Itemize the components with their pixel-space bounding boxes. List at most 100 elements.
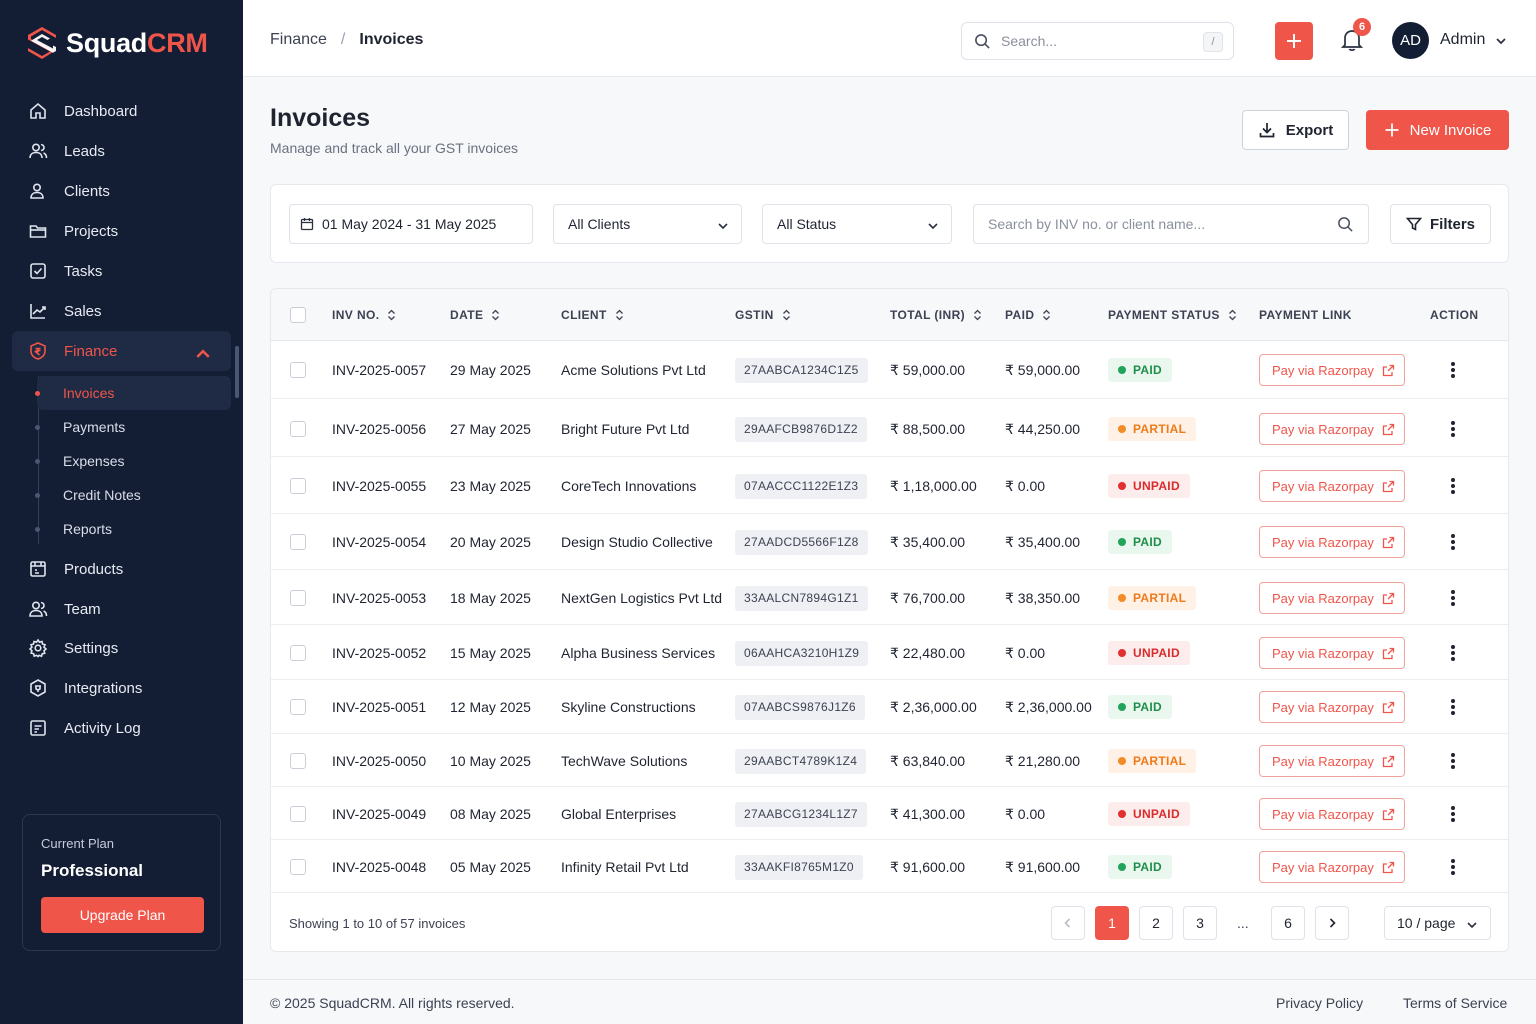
sidebar-subitem-credit-notes[interactable]: Credit Notes [35, 478, 231, 512]
notifications-button[interactable]: 6 [1341, 18, 1371, 54]
upgrade-plan-button[interactable]: Upgrade Plan [41, 897, 204, 933]
more-actions-icon[interactable] [1446, 751, 1460, 771]
column-date[interactable]: DATE [450, 308, 500, 322]
invoice-number[interactable]: INV-2025-0050 [332, 753, 427, 769]
row-checkbox[interactable] [290, 590, 306, 606]
invoice-number[interactable]: INV-2025-0057 [332, 362, 427, 378]
page-button-2[interactable]: 2 [1139, 906, 1173, 940]
sidebar-item-activity-log[interactable]: Activity Log [12, 708, 231, 748]
column-total[interactable]: TOTAL (INR) [890, 308, 982, 322]
invoice-number[interactable]: INV-2025-0053 [332, 590, 427, 606]
sidebar-item-team[interactable]: Team [12, 589, 231, 629]
filters-button[interactable]: Filters [1390, 204, 1491, 244]
sidebar-item-integrations[interactable]: Integrations [12, 668, 231, 708]
sidebar-item-tasks[interactable]: Tasks [12, 251, 231, 291]
sidebar-item-projects[interactable]: Projects [12, 211, 231, 251]
sidebar-item-clients[interactable]: Clients [12, 171, 231, 211]
more-actions-icon[interactable] [1446, 857, 1460, 877]
status-select[interactable]: All Status [762, 204, 952, 244]
breadcrumb-finance[interactable]: Finance [270, 31, 327, 48]
sidebar-subitem-invoices[interactable]: Invoices [35, 376, 231, 410]
invoice-search[interactable] [973, 204, 1369, 244]
page-button-3[interactable]: 3 [1183, 906, 1217, 940]
terms-of-service-link[interactable]: Terms of Service [1403, 995, 1508, 1011]
more-actions-icon[interactable] [1446, 476, 1460, 496]
more-actions-icon[interactable] [1446, 588, 1460, 608]
sidebar-subitem-expenses[interactable]: Expenses [35, 444, 231, 478]
global-search-input[interactable] [1001, 33, 1191, 49]
table-row[interactable]: INV-2025-0057 29 May 2025 Acme Solutions P… [271, 341, 1508, 399]
quick-add-button[interactable] [1275, 22, 1313, 60]
table-row[interactable]: INV-2025-0052 15 May 2025 Alpha Business S… [271, 625, 1508, 680]
more-actions-icon[interactable] [1446, 697, 1460, 717]
client-name[interactable]: Alpha Business Services [561, 645, 716, 661]
per-page-select[interactable]: 10 / page [1384, 906, 1491, 940]
table-row[interactable]: INV-2025-0051 12 May 2025 Skyline Construc… [271, 680, 1508, 734]
table-row[interactable]: INV-2025-0049 08 May 2025 Global Enterpris… [271, 787, 1508, 840]
client-name[interactable]: CoreTech Innovations [561, 478, 697, 494]
sidebar-item-sales[interactable]: Sales [12, 291, 231, 331]
column-inv-no[interactable]: INV NO. [332, 308, 396, 322]
row-checkbox[interactable] [290, 534, 306, 550]
sidebar-item-finance[interactable]: Finance [12, 331, 231, 371]
client-name[interactable]: Infinity Retail Pvt Ltd [561, 859, 689, 875]
client-name[interactable]: Global Enterprises [561, 806, 677, 822]
sidebar-subitem-reports[interactable]: Reports [35, 512, 231, 546]
pay-via-razorpay-link[interactable]: Pay via Razorpay [1259, 582, 1405, 614]
invoice-number[interactable]: INV-2025-0055 [332, 478, 427, 494]
global-search[interactable]: / [961, 22, 1234, 60]
column-payment-status[interactable]: PAYMENT STATUS [1108, 308, 1237, 322]
user-name[interactable]: Admin [1440, 31, 1486, 48]
pay-via-razorpay-link[interactable]: Pay via Razorpay [1259, 413, 1405, 445]
client-name[interactable]: TechWave Solutions [561, 753, 688, 769]
invoice-number[interactable]: INV-2025-0056 [332, 421, 427, 437]
pay-via-razorpay-link[interactable]: Pay via Razorpay [1259, 354, 1405, 386]
avatar[interactable]: AD [1392, 22, 1429, 59]
table-row[interactable]: INV-2025-0053 18 May 2025 NextGen Logistic… [271, 570, 1508, 625]
select-all-checkbox[interactable] [290, 307, 306, 323]
column-client[interactable]: CLIENT [561, 308, 624, 322]
table-row[interactable]: INV-2025-0054 20 May 2025 Design Studio Co… [271, 514, 1508, 570]
more-actions-icon[interactable] [1446, 804, 1460, 824]
table-row[interactable]: INV-2025-0056 27 May 2025 Bright Future Pv… [271, 400, 1508, 457]
sidebar-scrollbar[interactable] [235, 346, 239, 398]
table-row[interactable]: INV-2025-0050 10 May 2025 TechWave Solutio… [271, 734, 1508, 787]
export-button[interactable]: Export [1242, 110, 1349, 150]
brand-logo[interactable]: SquadCRM [26, 26, 208, 60]
pay-via-razorpay-link[interactable]: Pay via Razorpay [1259, 851, 1405, 883]
chevron-down-icon[interactable] [1494, 34, 1508, 48]
sidebar-item-products[interactable]: Products [12, 549, 231, 589]
row-checkbox[interactable] [290, 859, 306, 875]
new-invoice-button[interactable]: New Invoice [1366, 110, 1509, 150]
invoice-number[interactable]: INV-2025-0052 [332, 645, 427, 661]
next-page-button[interactable] [1315, 906, 1349, 940]
client-name[interactable]: NextGen Logistics Pvt Ltd [561, 590, 723, 606]
row-checkbox[interactable] [290, 699, 306, 715]
sidebar-item-dashboard[interactable]: Dashboard [12, 91, 231, 131]
pay-via-razorpay-link[interactable]: Pay via Razorpay [1259, 470, 1405, 502]
row-checkbox[interactable] [290, 478, 306, 494]
page-button-1[interactable]: 1 [1095, 906, 1129, 940]
sidebar-subitem-payments[interactable]: Payments [35, 410, 231, 444]
chevron-up-icon[interactable] [193, 344, 213, 364]
more-actions-icon[interactable] [1446, 360, 1460, 380]
invoice-number[interactable]: INV-2025-0048 [332, 859, 427, 875]
column-paid[interactable]: PAID [1005, 308, 1051, 322]
pay-via-razorpay-link[interactable]: Pay via Razorpay [1259, 798, 1405, 830]
invoice-number[interactable]: INV-2025-0049 [332, 806, 427, 822]
clients-select[interactable]: All Clients [553, 204, 742, 244]
pay-via-razorpay-link[interactable]: Pay via Razorpay [1259, 637, 1405, 669]
table-row[interactable]: INV-2025-0048 05 May 2025 Infinity Retail … [271, 840, 1508, 893]
privacy-policy-link[interactable]: Privacy Policy [1276, 995, 1364, 1011]
row-checkbox[interactable] [290, 421, 306, 437]
date-range-picker[interactable]: 01 May 2024 - 31 May 2025 [289, 204, 533, 244]
invoice-search-input[interactable] [988, 216, 1328, 232]
client-name[interactable]: Design Studio Collective [561, 534, 713, 550]
pay-via-razorpay-link[interactable]: Pay via Razorpay [1259, 745, 1405, 777]
pay-via-razorpay-link[interactable]: Pay via Razorpay [1259, 526, 1405, 558]
more-actions-icon[interactable] [1446, 419, 1460, 439]
more-actions-icon[interactable] [1446, 532, 1460, 552]
pay-via-razorpay-link[interactable]: Pay via Razorpay [1259, 691, 1405, 723]
row-checkbox[interactable] [290, 753, 306, 769]
client-name[interactable]: Acme Solutions Pvt Ltd [561, 362, 706, 378]
